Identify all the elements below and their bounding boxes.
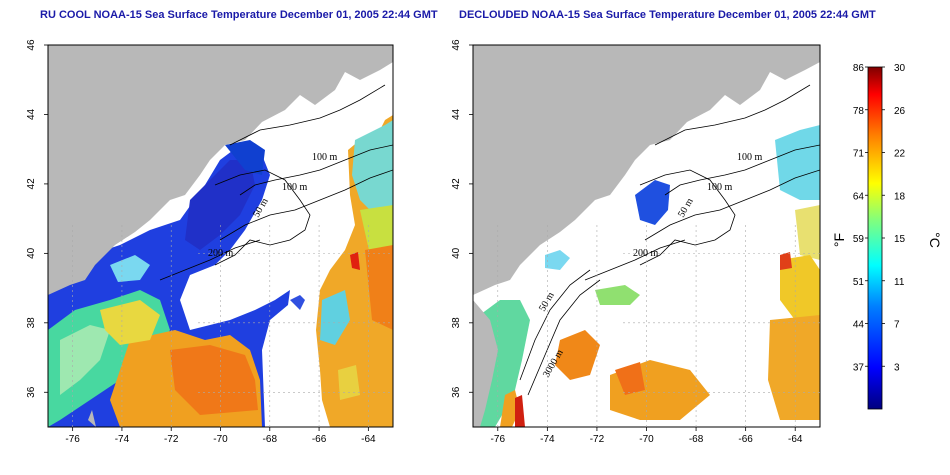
- lat-tick-label: 40: [26, 247, 37, 259]
- colorbar-celsius-label: °C: [927, 232, 943, 248]
- lat-tick-label: 36: [451, 386, 462, 398]
- right-nova-scotia: [711, 72, 741, 92]
- lon-tick-label: -68: [263, 434, 278, 445]
- colorbar-fahrenheit-tick: 78: [853, 106, 865, 117]
- colorbar-celsius-tick: 22: [894, 149, 906, 160]
- colorbar-fahrenheit-tick: 37: [853, 362, 865, 373]
- lon-tick-label: -68: [689, 434, 704, 445]
- right-contour-label: 100 m: [707, 182, 733, 193]
- lon-tick-label: -76: [65, 434, 80, 445]
- colorbar-fahrenheit-tick: 51: [853, 277, 865, 288]
- lon-tick-label: -66: [738, 434, 753, 445]
- right-map-panel: 100 m 100 m 50 m 200 m 50 m 3000 m -76 -7…: [451, 39, 821, 445]
- lon-tick-label: -70: [639, 434, 654, 445]
- colorbar-fahrenheit-tick: 86: [853, 63, 865, 74]
- colorbar-celsius-tick: 18: [894, 191, 906, 202]
- right-land-mass: [473, 45, 820, 295]
- right-gridlines: [497, 225, 820, 427]
- lat-tick-label: 42: [451, 178, 462, 190]
- lon-tick-label: -64: [361, 434, 376, 445]
- lat-tick-label: 46: [451, 39, 462, 51]
- lat-tick-label: 38: [451, 317, 462, 329]
- colorbar-celsius-tick: 26: [894, 106, 906, 117]
- colorbar: 30 86 26 78 22 71 18 64 15 59 11 51 7 44 3 37 °F °C: [831, 63, 943, 410]
- lat-tick-label: 36: [26, 386, 37, 398]
- lon-tick-label: -64: [788, 434, 803, 445]
- left-gridlines: [72, 225, 393, 427]
- colorbar-fahrenheit-tick: 59: [853, 234, 865, 245]
- lat-tick-label: 44: [451, 108, 462, 120]
- lon-tick-label: -74: [540, 434, 555, 445]
- lon-tick-label: -70: [213, 434, 228, 445]
- lat-tick-label: 44: [26, 108, 37, 120]
- colorbar-fahrenheit-tick: 71: [853, 149, 865, 160]
- left-panel-title: RU COOL NOAA-15 Sea Surface Temperature …: [40, 9, 438, 21]
- right-contour-label: 100 m: [737, 152, 763, 163]
- colorbar-fahrenheit-tick: 64: [853, 191, 865, 202]
- colorbar-celsius-tick: 3: [894, 362, 900, 373]
- colorbar-celsius-tick: 30: [894, 63, 906, 74]
- right-contour-label: 200 m: [633, 248, 659, 259]
- colorbar-celsius-tick: 15: [894, 234, 906, 245]
- left-contour-label: 200 m: [208, 248, 234, 259]
- lon-tick-label: -72: [590, 434, 605, 445]
- lon-tick-label: -66: [312, 434, 327, 445]
- left-contour-label: 100 m: [312, 152, 338, 163]
- right-panel-title: DECLOUDED NOAA-15 Sea Surface Temperatur…: [459, 9, 876, 21]
- colorbar-celsius-tick: 7: [894, 320, 900, 331]
- left-axes: -76 -74 -72 -70 -68 -66 -64 46 44 42 40 38 36: [26, 39, 376, 445]
- left-land-mass: [48, 45, 393, 295]
- colorbar-fahrenheit-label: °F: [831, 233, 847, 247]
- colorbar-gradient-bar: [867, 66, 883, 410]
- right-axes: -76 -74 -72 -70 -68 -66 -64 46 44 42 40 38 36: [451, 39, 803, 445]
- lat-tick-label: 38: [26, 317, 37, 329]
- lat-tick-label: 40: [451, 247, 462, 259]
- colorbar-fahrenheit-tick: 44: [853, 320, 865, 331]
- lat-tick-label: 46: [26, 39, 37, 51]
- right-bathymetry-contours: [519, 84, 820, 396]
- left-nova-scotia: [286, 72, 316, 92]
- colorbar-ticks: 30 86 26 78 22 71 18 64 15 59 11 51 7 44 3 37: [853, 63, 906, 373]
- lon-tick-label: -74: [115, 434, 130, 445]
- colorbar-celsius-tick: 11: [894, 277, 905, 288]
- left-bathymetry-contours: [159, 84, 393, 281]
- left-sst-pixels: [48, 115, 393, 427]
- left-map-panel: 100 m 100 m 50 m 200 m -76 -74 -72 -70 -68 -6…: [26, 39, 394, 445]
- lat-tick-label: 42: [26, 178, 37, 190]
- lon-tick-label: -76: [491, 434, 506, 445]
- left-contour-label: 100 m: [282, 182, 308, 193]
- lon-tick-label: -72: [164, 434, 179, 445]
